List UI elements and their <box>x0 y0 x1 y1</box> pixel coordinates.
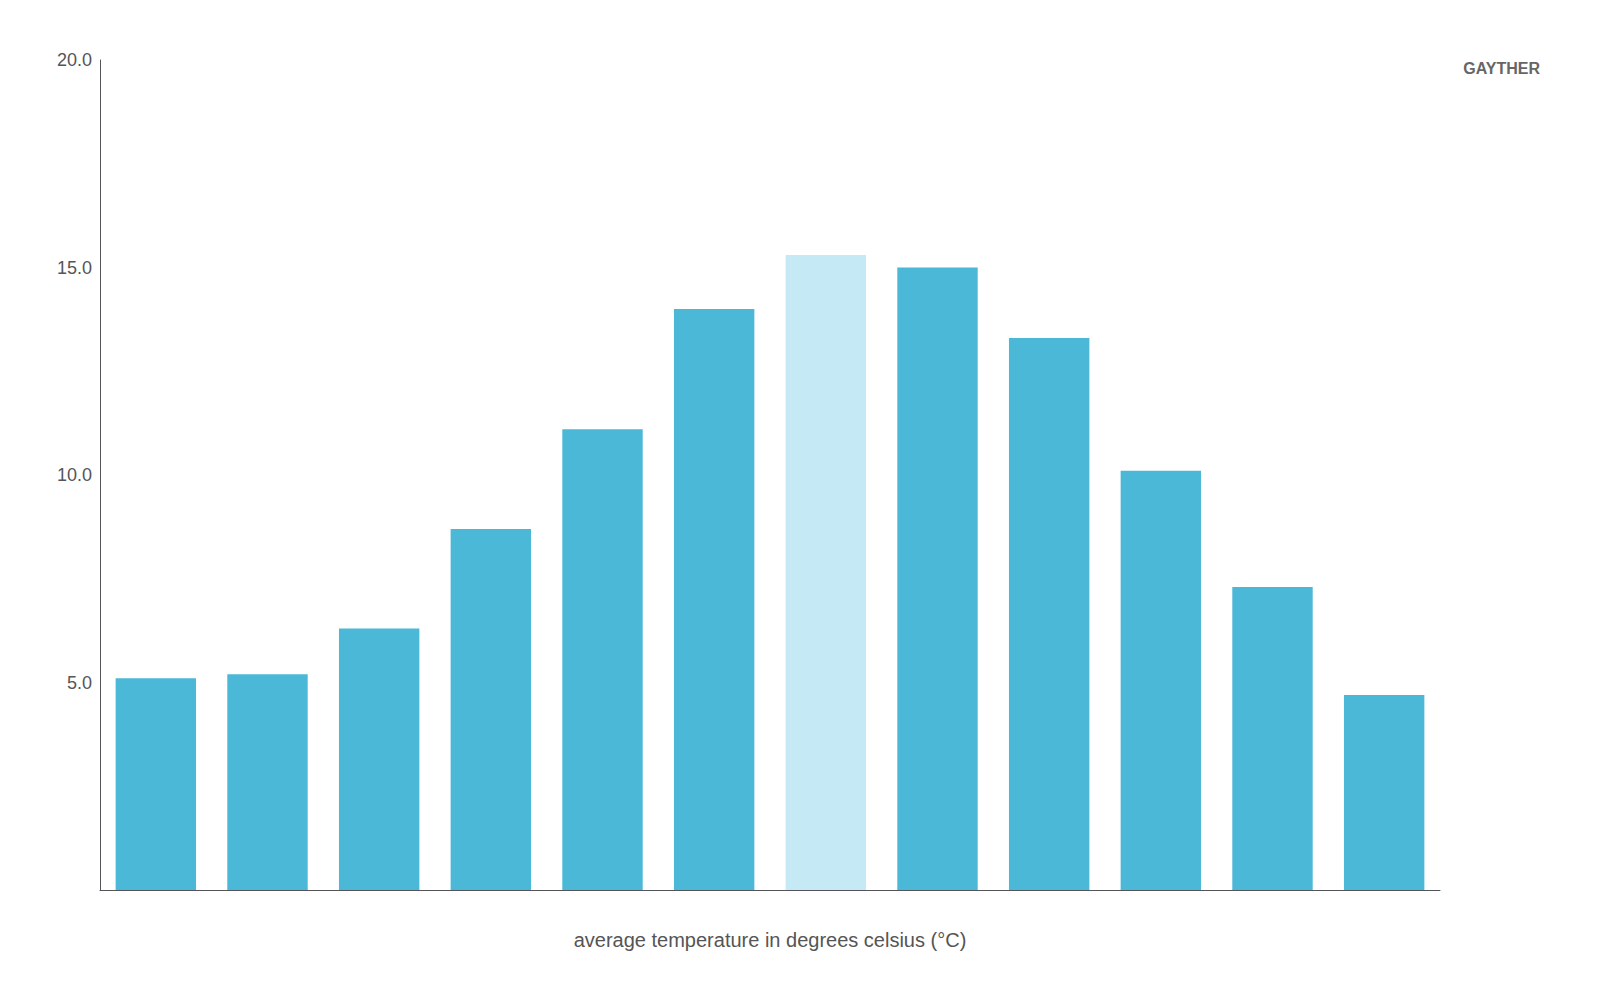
svg-text:20.0: 20.0 <box>57 50 92 70</box>
svg-text:GAYTHER: GAYTHER <box>1463 60 1540 77</box>
svg-text:10.0: 10.0 <box>57 465 92 485</box>
svg-text:15.0: 15.0 <box>57 258 92 278</box>
svg-text:5.0: 5.0 <box>67 673 92 693</box>
svg-text:average temperature in degrees: average temperature in degrees celsius (… <box>574 929 967 951</box>
